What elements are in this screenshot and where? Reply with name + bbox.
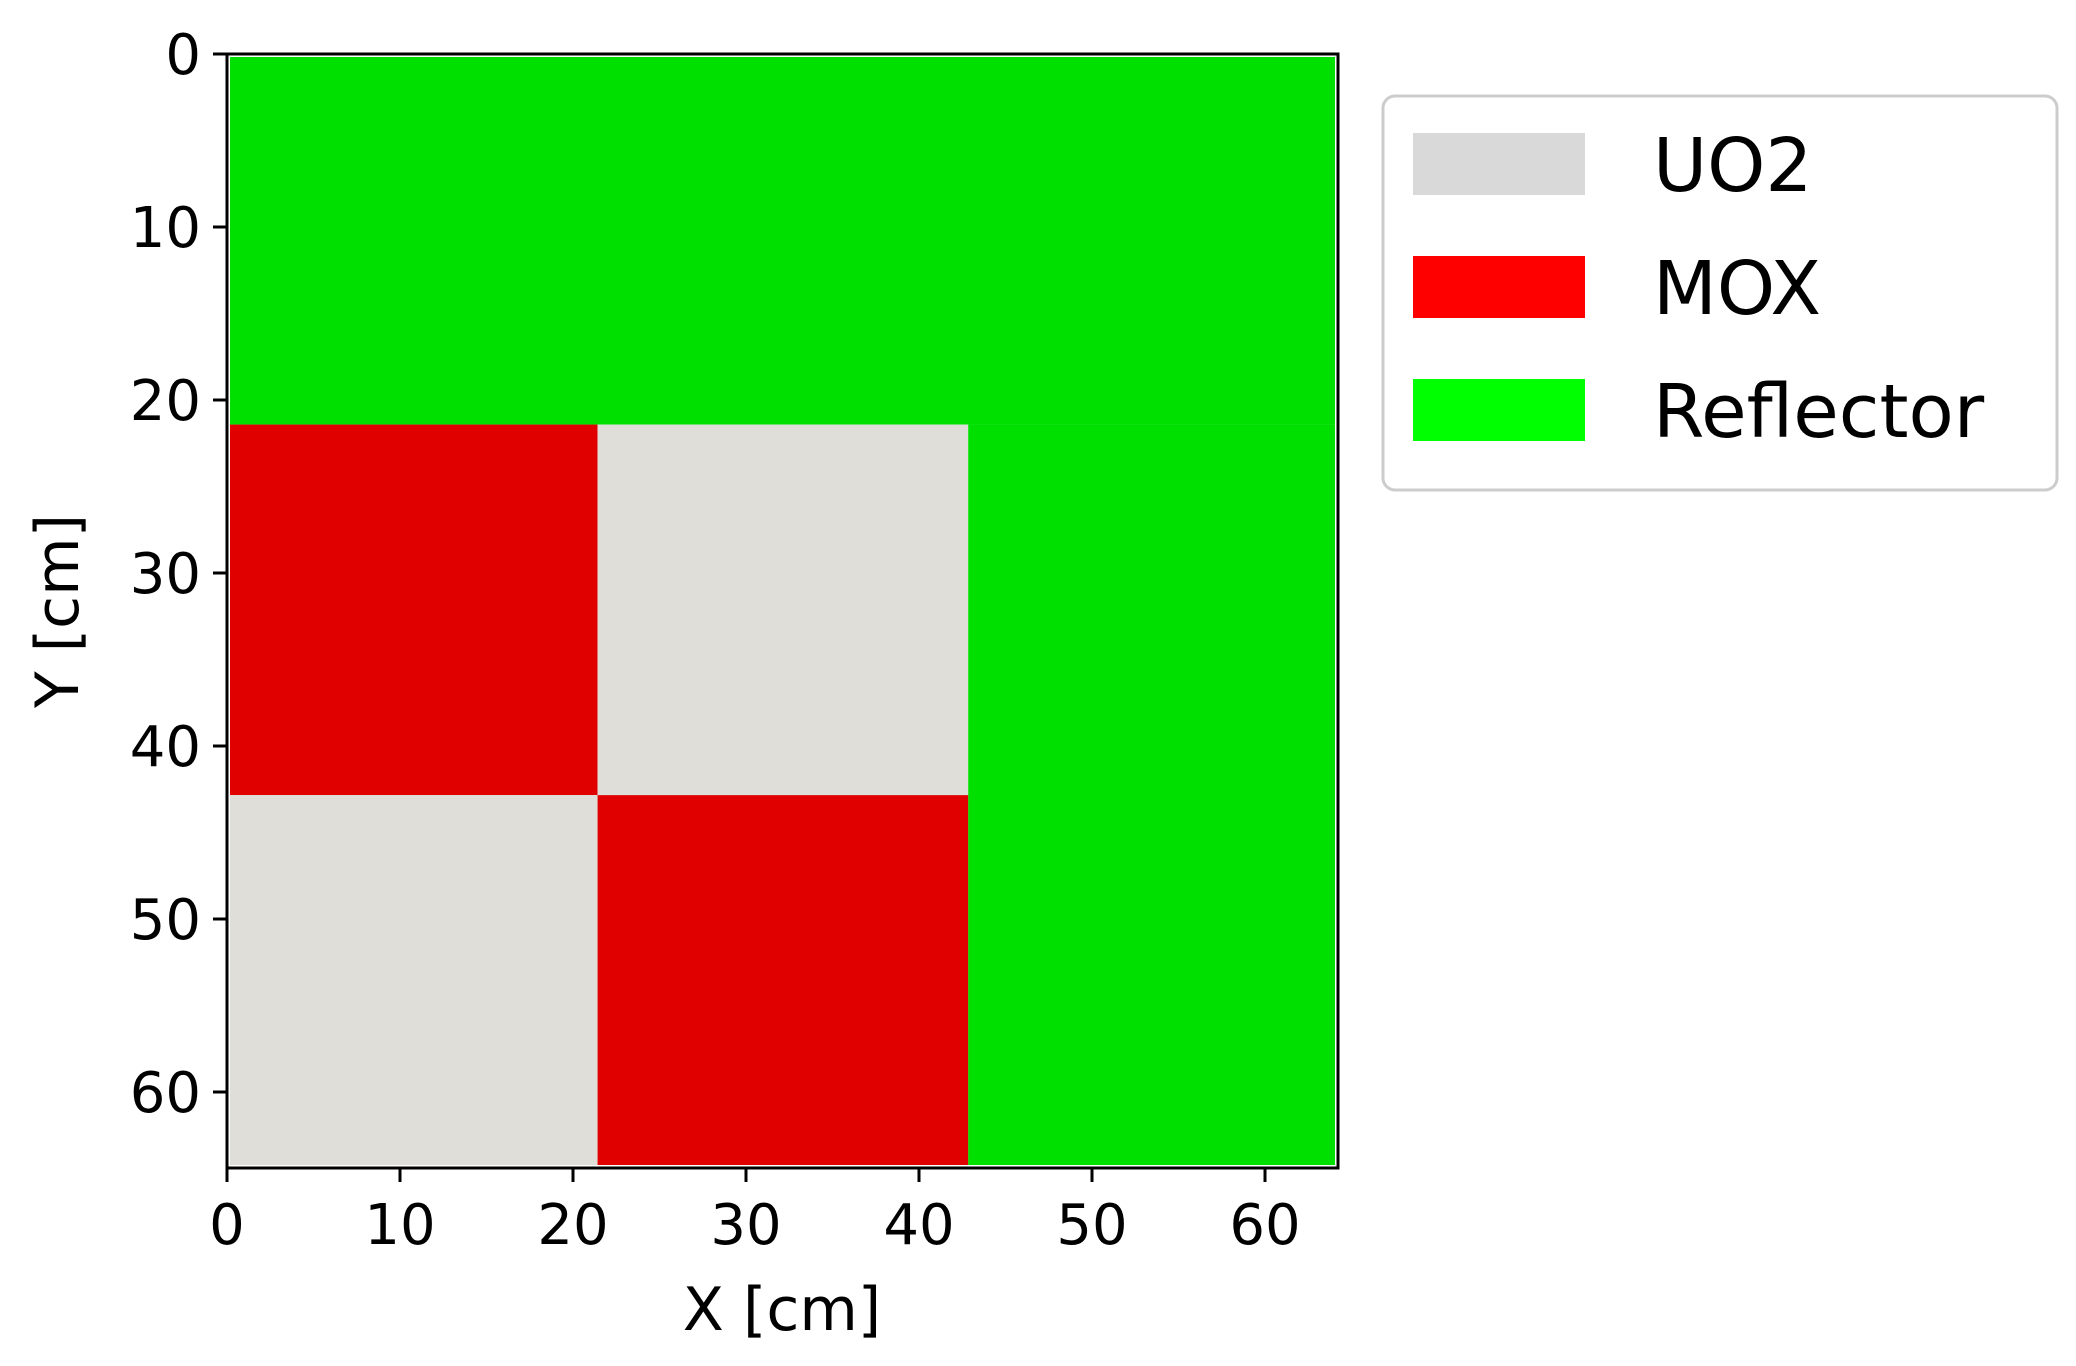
x-tick-label: 60 [1229,1193,1300,1258]
legend-swatch-reflector [1413,379,1585,441]
x-tick-label: 10 [364,1193,435,1258]
legend-label-uo2: UO2 [1653,123,1813,209]
region-mox-2 [230,424,598,796]
region-reflector-1 [968,424,1335,1165]
y-axis-label: Y [cm] [23,514,93,709]
y-axis-ticks: 0 10 20 30 40 50 60 [130,23,227,1126]
plot-frame [225,52,1340,1170]
y-tick-label: 50 [130,888,201,953]
x-tick-label: 40 [883,1193,954,1258]
y-tick-label: 20 [130,369,201,434]
y-tick-label: 10 [130,196,201,261]
y-tick-label: 0 [165,23,201,88]
x-tick-label: 0 [209,1193,245,1258]
legend-label-mox: MOX [1653,246,1821,332]
legend-items: UO2 MOX Reflector [1413,123,1985,455]
region-mox-5 [597,795,969,1165]
y-tick-label: 60 [130,1061,201,1126]
legend-swatch-mox [1413,256,1585,318]
legend-label-reflector: Reflector [1653,369,1985,455]
y-tick-label: 30 [130,542,201,607]
region-uo2-4 [230,795,598,1165]
x-tick-label: 50 [1056,1193,1127,1258]
x-tick-label: 30 [710,1193,781,1258]
x-tick-label: 20 [537,1193,608,1258]
x-axis-label: X [cm] [683,1275,881,1345]
legend: UO2 MOX Reflector [1381,94,2059,492]
x-axis-ticks: 0 10 20 30 40 50 60 [209,1168,1301,1258]
plot-area [230,57,1335,1165]
y-tick-label: 40 [130,715,201,780]
region-reflector-0 [230,57,1335,425]
region-uo2-3 [597,424,969,796]
legend-swatch-uo2 [1413,133,1585,195]
